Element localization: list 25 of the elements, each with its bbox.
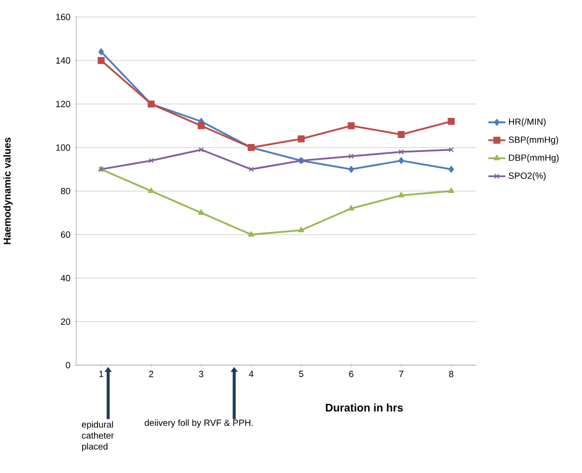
y-tick-label: 140 — [56, 57, 70, 64]
x-tick-label: 4 — [248, 370, 254, 378]
y-tick-label: 0 — [66, 362, 70, 368]
legend-label: SPO2(%) — [508, 172, 546, 181]
x-tick-label: 2 — [149, 370, 154, 378]
x-tick-label: 7 — [399, 370, 404, 378]
x-tick-label: 5 — [299, 370, 304, 378]
x-tick-label: 3 — [199, 370, 204, 378]
y-tick-label: 160 — [56, 14, 70, 20]
text: deiivery foll by RVF & PPH. — [144, 419, 253, 428]
x-tick-label: 8 — [449, 370, 454, 378]
legend-label: SBP(mmHg) — [508, 136, 558, 145]
y-tick-label: 60 — [60, 231, 70, 238]
x-tick-label: 6 — [349, 370, 354, 378]
y-tick-label: 20 — [60, 318, 70, 325]
y-tick-label: 80 — [60, 188, 70, 194]
legend-label: DBP(mmHg) — [508, 154, 559, 163]
y-tick-label: 40 — [60, 274, 70, 282]
y-tick-label: 120 — [56, 100, 70, 108]
x-tick-label: 1 — [99, 370, 104, 378]
x-axis-title: Duration in hrs — [326, 404, 403, 412]
y-axis-title: Haemodynamic values — [3, 138, 13, 244]
y-tick-label: 100 — [56, 144, 70, 151]
text: epidural catheter placed — [82, 421, 114, 452]
legend-label: HR(/MIN) — [508, 118, 546, 127]
